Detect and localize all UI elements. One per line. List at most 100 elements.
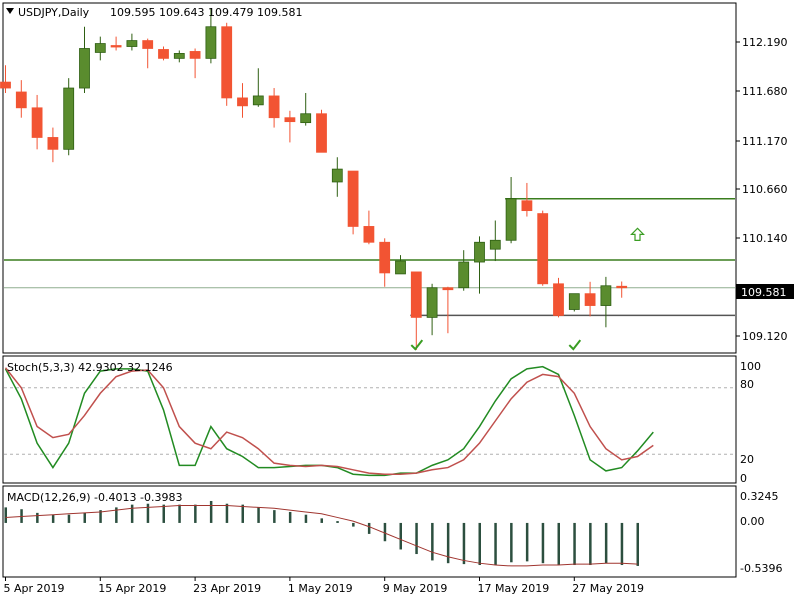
candle-body xyxy=(505,198,517,241)
price-tick-label: 112.190 xyxy=(742,36,788,49)
macd-histogram-bar xyxy=(67,514,71,523)
x-axis-label: 1 May 2019 xyxy=(288,582,353,595)
x-axis: 5 Apr 2019 15 Apr 2019 23 Apr 2019 1 May 20… xyxy=(4,577,644,595)
price-panel-header: USDJPY,Daily xyxy=(18,6,90,19)
macd-histogram-bar xyxy=(431,522,434,561)
candle-body xyxy=(126,40,138,47)
checkmark-icon xyxy=(410,339,424,351)
x-axis-label: 23 Apr 2019 xyxy=(193,582,261,595)
macd-histogram-bar xyxy=(257,507,260,523)
macd-histogram-bar xyxy=(446,522,450,564)
price-panel-ohlc: 109.595 109.643 109.479 109.581 xyxy=(110,6,302,19)
candle-body xyxy=(347,170,359,227)
price-tick-label: 111.170 xyxy=(742,135,788,148)
candle-body xyxy=(600,285,612,306)
stoch-tick-label: 100 xyxy=(740,360,761,373)
price-tick-label: 111.680 xyxy=(742,85,788,98)
candle-body xyxy=(31,107,43,138)
stochastic-panel-frame xyxy=(2,355,737,484)
macd-histogram-bar xyxy=(146,503,150,523)
candle-body xyxy=(300,113,312,124)
candle-body xyxy=(47,137,59,150)
macd-histogram-bar xyxy=(636,522,639,566)
candle-body xyxy=(94,43,106,53)
checkmark-icon xyxy=(568,339,582,351)
macd-tick-label: 0.3245 xyxy=(740,490,779,503)
candle-body xyxy=(221,26,233,99)
price-panel[interactable] xyxy=(0,8,736,351)
price-tick-label: 110.660 xyxy=(742,183,788,196)
stoch-tick-label: 80 xyxy=(740,378,754,391)
candle-body xyxy=(205,26,217,59)
candle-body xyxy=(268,95,280,119)
candle-body xyxy=(110,45,122,48)
stochastic-signal-line xyxy=(4,367,654,475)
x-axis-label: 15 Apr 2019 xyxy=(98,582,166,595)
candle-body xyxy=(237,97,248,107)
candle-body xyxy=(489,239,501,250)
up-arrow-icon xyxy=(630,227,645,241)
candle-body xyxy=(363,226,375,243)
macd-histogram-bar xyxy=(304,514,308,523)
candle-body xyxy=(316,113,327,153)
macd-panel[interactable] xyxy=(4,500,640,567)
macd-histogram-bar xyxy=(36,512,39,523)
macd-histogram-bar xyxy=(367,522,371,534)
macd-histogram-bar xyxy=(178,504,181,523)
macd-histogram-bar xyxy=(288,511,292,523)
candle-body xyxy=(189,51,201,59)
macd-header: MACD(12,26,9) -0.4013 -0.3983 xyxy=(7,491,182,504)
candle-body xyxy=(0,81,11,89)
candle-body xyxy=(158,49,169,59)
macd-histogram-bar xyxy=(209,500,213,523)
candle-body xyxy=(379,241,391,274)
candle-body xyxy=(142,40,154,49)
macd-signal-line xyxy=(5,505,638,567)
macd-histogram-bar xyxy=(225,503,229,523)
macd-histogram-bar xyxy=(130,504,134,523)
candle-body xyxy=(395,260,406,275)
symbol-menu-triangle-icon[interactable] xyxy=(6,8,14,14)
macd-histogram-bar xyxy=(541,522,545,564)
macd-histogram-bar xyxy=(478,522,481,566)
candle-body xyxy=(63,87,75,150)
candle-body xyxy=(426,287,438,318)
candle-body xyxy=(284,117,296,123)
candle-body xyxy=(173,53,185,59)
candle-body xyxy=(568,293,580,310)
macd-histogram-bar xyxy=(604,522,608,564)
stoch-tick-label: 20 xyxy=(740,453,754,466)
macd-histogram-bar xyxy=(194,504,197,523)
macd-histogram-bar xyxy=(494,522,497,566)
candle-body xyxy=(553,283,564,316)
x-axis-label: 9 May 2019 xyxy=(383,582,448,595)
macd-histogram-bar xyxy=(557,522,560,566)
macd-histogram-bar xyxy=(462,522,466,565)
macd-histogram-bar xyxy=(115,507,118,523)
macd-histogram-bar xyxy=(4,507,7,523)
current-price-label: 109.581 xyxy=(741,286,787,299)
candle-body xyxy=(474,241,485,263)
candle-body xyxy=(584,293,596,306)
stoch-tick-label: 0 xyxy=(740,472,747,485)
stochastic-header: Stoch(5,3,3) 42.9302 32.1246 xyxy=(7,361,173,374)
current-price-tag xyxy=(736,284,794,299)
macd-histogram-bar xyxy=(525,522,529,562)
macd-histogram-bar xyxy=(83,512,86,523)
x-axis-label: 27 May 2019 xyxy=(572,582,644,595)
candle-body xyxy=(252,95,264,106)
macd-tick-label: -0.5396 xyxy=(740,562,782,575)
macd-histogram-bar xyxy=(510,522,513,563)
candle-body xyxy=(458,261,470,289)
x-axis-label: 17 May 2019 xyxy=(478,582,550,595)
candle-body xyxy=(79,48,90,89)
macd-histogram-bar xyxy=(336,521,339,523)
stochastic-panel[interactable] xyxy=(4,365,735,477)
candle-body xyxy=(15,91,27,109)
macd-tick-label: 0.00 xyxy=(740,515,765,528)
price-tick-label: 110.140 xyxy=(742,232,788,245)
macd-histogram-bar xyxy=(320,518,323,523)
candle-body xyxy=(331,168,343,183)
macd-histogram-bar xyxy=(620,522,624,566)
